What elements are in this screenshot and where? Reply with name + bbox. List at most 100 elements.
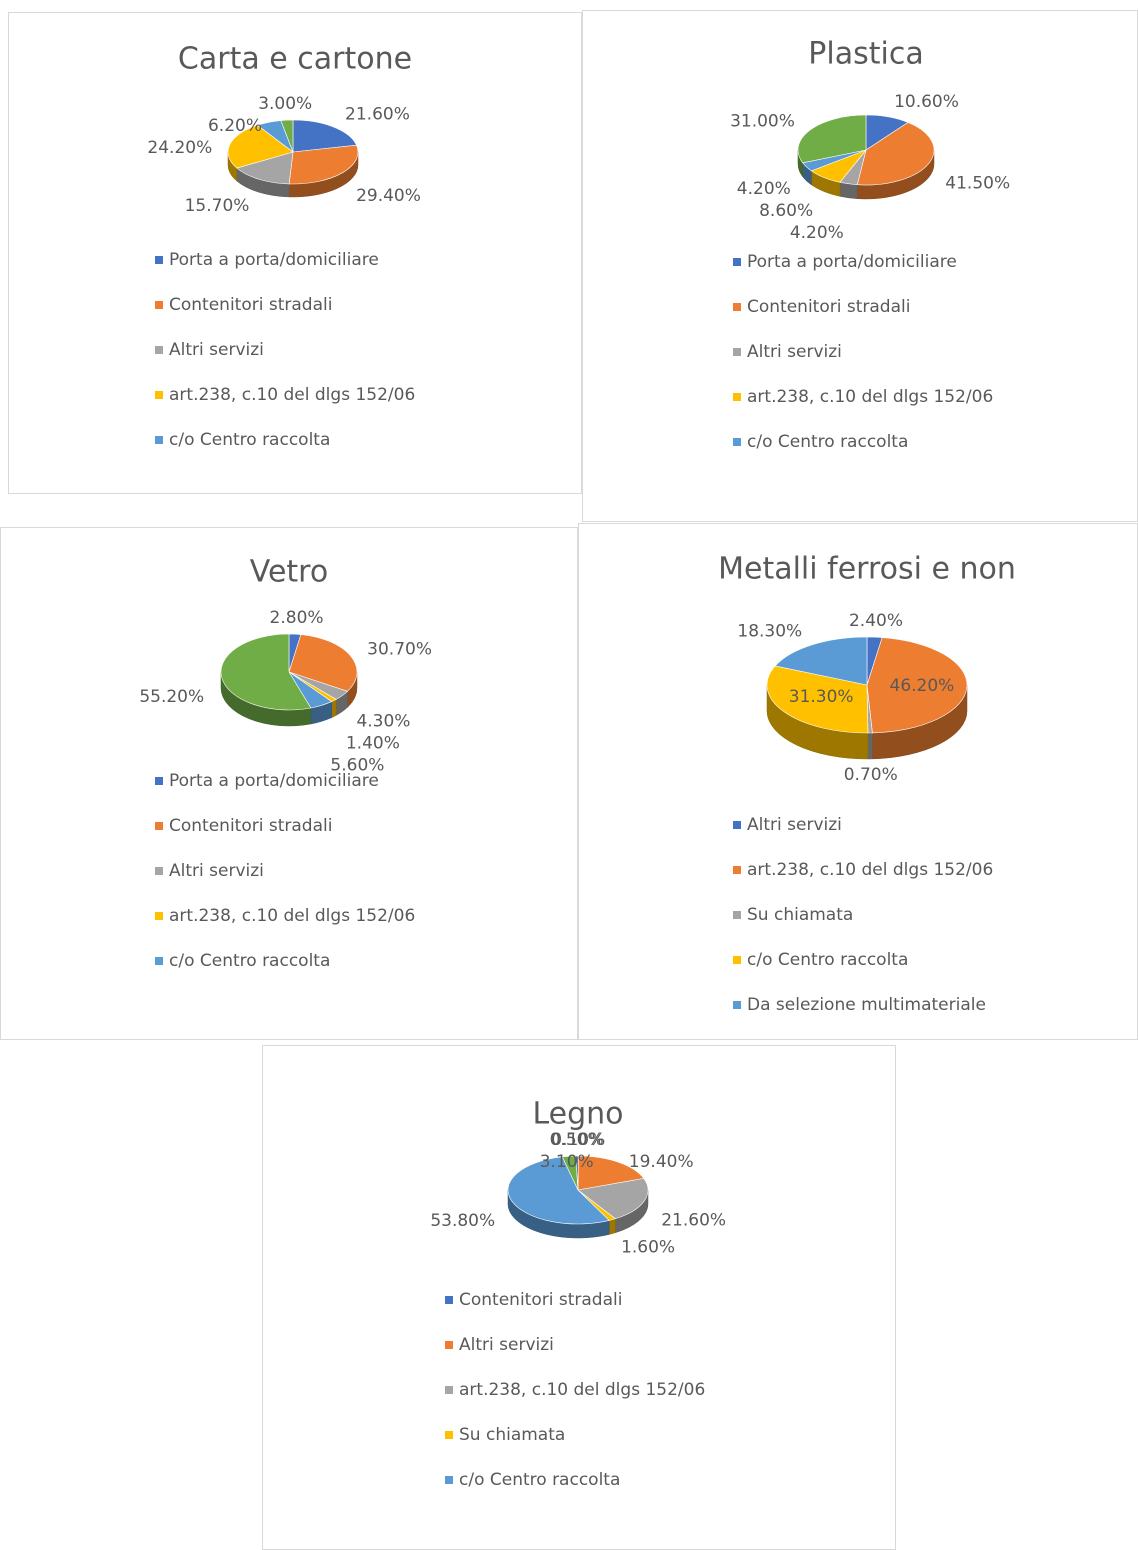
legend-label: Altri servizi xyxy=(169,340,264,360)
chart-title: Vetro xyxy=(250,555,328,590)
pie-slice xyxy=(292,119,357,153)
pie-slice xyxy=(507,1156,610,1225)
data-label: 1.60% xyxy=(621,1238,675,1258)
legend-label: Altri servizi xyxy=(169,861,264,881)
data-label: 46.20% xyxy=(890,676,955,696)
legend-label: c/o Centro raccolta xyxy=(169,951,330,971)
legend-swatch xyxy=(733,438,741,446)
legend-label: Porta a porta/domiciliare xyxy=(747,252,957,272)
legend-swatch xyxy=(733,866,741,874)
pie-slice xyxy=(774,636,868,686)
legend-swatch xyxy=(155,436,163,444)
pie-slice xyxy=(577,1155,645,1191)
chart-frame xyxy=(0,527,578,1040)
data-label: 4.20% xyxy=(790,223,844,243)
data-label: 0.70% xyxy=(844,765,898,785)
data-label: 6.20% xyxy=(208,116,262,136)
data-label: 0.10% xyxy=(551,1130,605,1150)
data-label: 4.20% xyxy=(737,179,791,199)
data-label: 3.10% xyxy=(540,1152,594,1172)
legend-swatch xyxy=(733,348,741,356)
legend-label: art.238, c.10 del dlgs 152/06 xyxy=(459,1380,705,1400)
legend-label: Contenitori stradali xyxy=(169,816,332,836)
legend-swatch xyxy=(445,1386,453,1394)
data-label: 8.60% xyxy=(759,201,813,221)
legend-swatch xyxy=(733,1001,741,1009)
legend-label: Su chiamata xyxy=(459,1425,565,1445)
pie-slice xyxy=(220,633,312,711)
chart-title: Plastica xyxy=(808,37,923,72)
chart-title: Carta e cartone xyxy=(178,42,412,77)
legend-label: Altri servizi xyxy=(459,1335,554,1355)
data-label: 4.30% xyxy=(356,711,410,731)
legend-label: c/o Centro raccolta xyxy=(747,432,908,452)
data-label: 31.30% xyxy=(789,687,854,707)
legend-swatch xyxy=(733,258,741,266)
legend-label: Su chiamata xyxy=(747,905,853,925)
legend-label: Porta a porta/domiciliare xyxy=(169,771,379,791)
data-label: 41.50% xyxy=(945,174,1010,194)
legend-swatch xyxy=(445,1296,453,1304)
data-label: 2.40% xyxy=(849,611,903,631)
legend-swatch xyxy=(155,822,163,830)
legend-swatch xyxy=(155,256,163,264)
data-label: 5.60% xyxy=(330,755,384,775)
legend-swatch xyxy=(445,1431,453,1439)
legend-label: Da selezione multimateriale xyxy=(747,995,986,1015)
legend-swatch xyxy=(155,777,163,785)
legend-label: Contenitori stradali xyxy=(747,297,910,317)
legend-label: Altri servizi xyxy=(747,342,842,362)
pie-slice xyxy=(236,151,294,185)
pie-slice xyxy=(577,1178,649,1220)
data-label: 21.60% xyxy=(661,1210,726,1230)
legend-swatch xyxy=(733,956,741,964)
legend-label: Contenitori stradali xyxy=(459,1290,622,1310)
slice-side xyxy=(608,1218,616,1235)
pie-slice xyxy=(866,637,968,734)
data-label: 15.70% xyxy=(185,196,250,216)
legend-swatch xyxy=(155,391,163,399)
data-label: 29.40% xyxy=(356,186,421,206)
legend-label: art.238, c.10 del dlgs 152/06 xyxy=(169,906,415,926)
chart-title: Metalli ferrosi e non xyxy=(718,552,1016,587)
legend-label: c/o Centro raccolta xyxy=(169,430,330,450)
legend-label: Contenitori stradali xyxy=(169,295,332,315)
data-label: 1.40% xyxy=(346,733,400,753)
legend-swatch xyxy=(155,346,163,354)
legend-swatch xyxy=(445,1476,453,1484)
legend-swatch xyxy=(155,301,163,309)
legend-label: art.238, c.10 del dlgs 152/06 xyxy=(747,860,993,880)
data-label: 19.40% xyxy=(629,1152,694,1172)
data-label: 10.60% xyxy=(894,92,959,112)
pie-slice xyxy=(227,124,294,169)
slice-side xyxy=(331,698,337,718)
data-label: 31.00% xyxy=(730,111,795,131)
data-label: 21.60% xyxy=(345,105,410,125)
data-label: 18.30% xyxy=(737,622,802,642)
data-label: 3.00% xyxy=(258,94,312,114)
data-label: 55.20% xyxy=(139,687,204,707)
pie-slice xyxy=(575,1155,579,1191)
data-label: 53.80% xyxy=(430,1211,495,1231)
legend-label: art.238, c.10 del dlgs 152/06 xyxy=(747,387,993,407)
chart-title: Legno xyxy=(532,1097,623,1132)
legend-swatch xyxy=(733,821,741,829)
legend-swatch xyxy=(155,867,163,875)
pie-slice xyxy=(856,122,935,186)
legend-swatch xyxy=(445,1341,453,1349)
legend-label: Altri servizi xyxy=(747,815,842,835)
pie-slice xyxy=(288,634,358,692)
legend-swatch xyxy=(155,957,163,965)
legend-label: art.238, c.10 del dlgs 152/06 xyxy=(169,385,415,405)
data-label: 24.20% xyxy=(147,138,212,158)
pie-slice xyxy=(797,114,867,164)
pie-slice xyxy=(766,665,869,734)
pie-slice xyxy=(288,144,359,185)
legend-swatch xyxy=(155,912,163,920)
legend-swatch xyxy=(733,393,741,401)
data-label: 2.80% xyxy=(270,608,324,628)
legend-label: Porta a porta/domiciliare xyxy=(169,250,379,270)
legend-label: c/o Centro raccolta xyxy=(747,950,908,970)
legend-swatch xyxy=(733,911,741,919)
